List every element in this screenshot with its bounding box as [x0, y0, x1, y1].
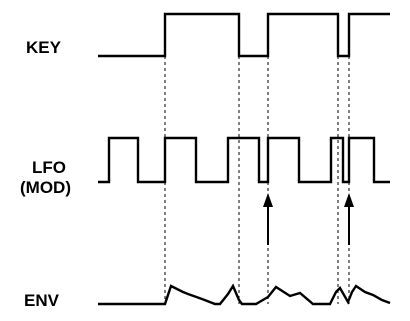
- env-label: ENV: [24, 291, 60, 310]
- lfo-label: LFO: [32, 158, 66, 177]
- retrigger-arrow-1-head: [263, 193, 273, 207]
- lfo-mod-label: (MOD): [20, 178, 71, 197]
- key-waveform: [98, 12, 390, 58]
- lfo-waveform: [98, 136, 390, 184]
- retrigger-arrow-2: [344, 193, 354, 245]
- retrigger-arrow-2-head: [344, 193, 354, 207]
- env-waveform: [98, 283, 391, 306]
- alignment-lines: [164, 56, 350, 304]
- retrigger-arrow-1: [263, 193, 273, 245]
- key-label: KEY: [26, 38, 62, 57]
